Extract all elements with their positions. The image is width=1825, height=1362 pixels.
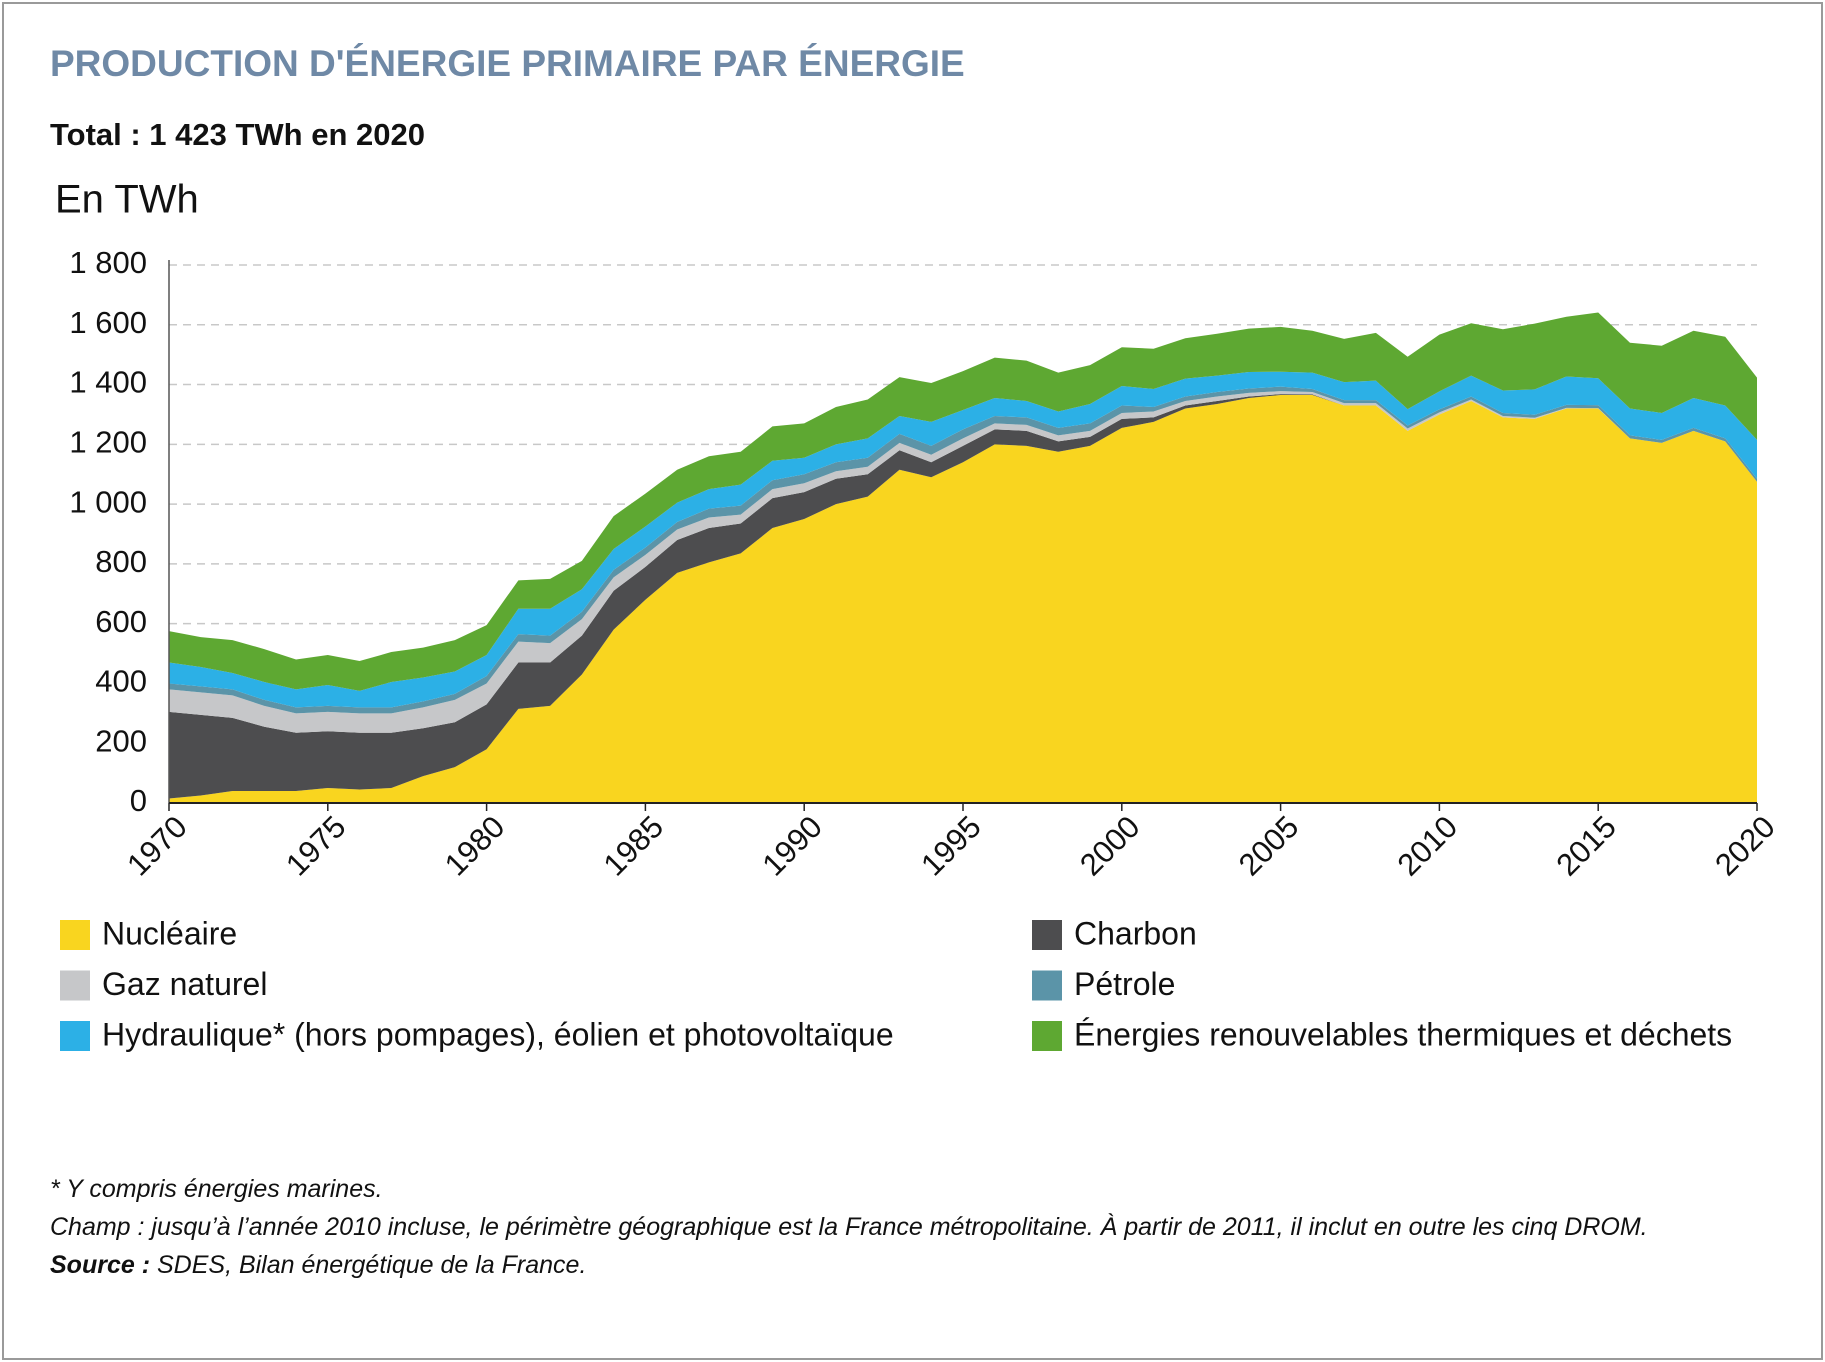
y-axis-label: En TWh bbox=[55, 178, 199, 222]
area bbox=[169, 395, 1757, 803]
y-tick-label: 1 000 bbox=[69, 484, 147, 519]
legend-swatch bbox=[1032, 920, 1062, 950]
x-tick-label: 2020 bbox=[1708, 809, 1782, 883]
y-tick-label: 1 800 bbox=[69, 245, 147, 280]
legend-label: Gaz naturel bbox=[102, 966, 267, 1002]
area bbox=[169, 312, 1757, 691]
area bbox=[169, 371, 1757, 708]
source-text: SDES, Bilan énergétique de la France. bbox=[156, 1251, 587, 1279]
chart: PRODUCTION D'ÉNERGIE PRIMAIRE PAR ÉNERGI… bbox=[50, 43, 1782, 1053]
x-tick-label: 1975 bbox=[279, 809, 353, 883]
source: Source : SDES, Bilan énergétique de la F… bbox=[50, 1246, 1730, 1284]
note: Champ : jusqu’à l’année 2010 incluse, le… bbox=[50, 1213, 1648, 1241]
note: * Y compris énergies marines. bbox=[50, 1175, 383, 1203]
x-tick-label: 1980 bbox=[438, 809, 512, 883]
legend-swatch bbox=[1032, 970, 1062, 1001]
source-label: Source : bbox=[50, 1251, 151, 1279]
legend-swatch bbox=[60, 920, 90, 950]
x-tick-label: 1985 bbox=[597, 809, 671, 883]
legend-label: Charbon bbox=[1074, 915, 1197, 951]
y-tick-label: 1 200 bbox=[69, 425, 147, 460]
x-tick-label: 2010 bbox=[1391, 809, 1465, 883]
y-tick-label: 400 bbox=[95, 664, 147, 699]
area bbox=[169, 391, 1757, 733]
y-tick-label: 800 bbox=[95, 544, 147, 579]
notes: * Y compris énergies marines. Champ : ju… bbox=[50, 1170, 1730, 1284]
x-tick-label: 2015 bbox=[1549, 809, 1623, 883]
x-tick-label: 1995 bbox=[914, 809, 988, 883]
y-tick-label: 1 400 bbox=[69, 365, 147, 400]
x-tick-label: 1990 bbox=[755, 809, 829, 883]
legend-swatch bbox=[60, 970, 90, 1001]
y-tick-label: 1 600 bbox=[69, 305, 147, 340]
chart-subtitle: Total : 1 423 TWh en 2020 bbox=[50, 117, 425, 152]
y-tick-label: 200 bbox=[95, 723, 147, 758]
chart-title: PRODUCTION D'ÉNERGIE PRIMAIRE PAR ÉNERGI… bbox=[50, 43, 965, 84]
x-tick-label: 2000 bbox=[1073, 809, 1147, 883]
y-tick-label: 600 bbox=[95, 604, 147, 639]
legend-swatch bbox=[60, 1021, 90, 1051]
legend-label: Énergies renouvelables thermiques et déc… bbox=[1074, 1016, 1732, 1052]
legend-swatch bbox=[1032, 1021, 1062, 1051]
x-tick-label: 2005 bbox=[1232, 809, 1306, 883]
y-tick-label: 0 bbox=[130, 783, 147, 818]
legend-label: Nucléaire bbox=[102, 915, 237, 951]
legend-label: Hydraulique* (hors pompages), éolien et … bbox=[102, 1016, 894, 1052]
x-tick-label: 1970 bbox=[120, 809, 194, 883]
area bbox=[169, 394, 1757, 799]
legend-label: Pétrole bbox=[1074, 966, 1175, 1002]
